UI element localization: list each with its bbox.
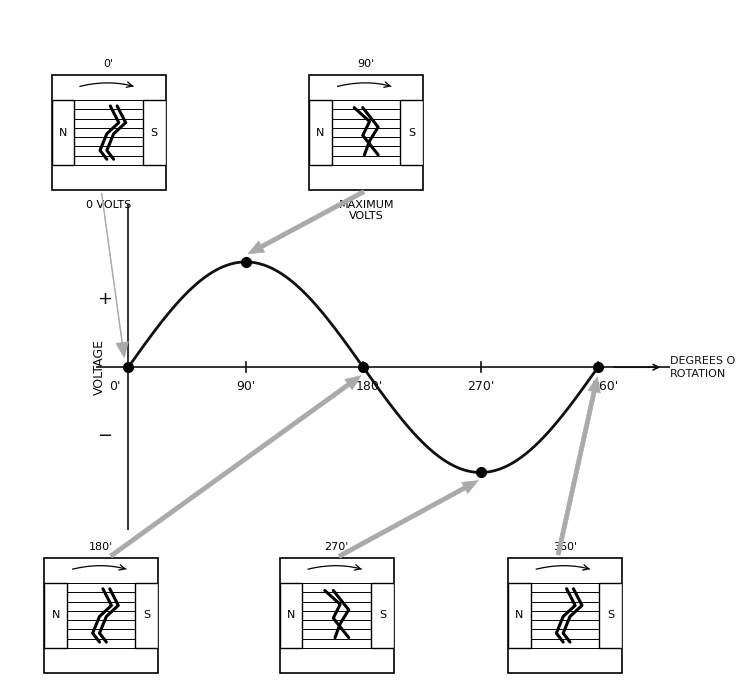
Text: 90': 90' xyxy=(358,59,375,69)
Text: DEGREES OF
ROTATION: DEGREES OF ROTATION xyxy=(670,356,736,379)
Text: S: S xyxy=(379,611,386,620)
Text: N: N xyxy=(287,611,295,620)
Text: S: S xyxy=(408,128,415,137)
Bar xyxy=(143,100,166,165)
Text: N: N xyxy=(316,128,325,137)
Text: N: N xyxy=(52,611,60,620)
Text: S: S xyxy=(151,128,158,137)
Bar xyxy=(309,100,332,165)
Bar xyxy=(44,583,67,648)
Text: 180': 180' xyxy=(89,542,113,551)
Text: −: − xyxy=(97,426,113,445)
Text: 0 VOLTS: 0 VOLTS xyxy=(86,200,131,209)
Bar xyxy=(508,583,531,648)
Bar xyxy=(135,583,158,648)
Text: 180': 180' xyxy=(356,380,383,393)
Text: 360': 360' xyxy=(591,380,618,393)
Text: VOLTAGE: VOLTAGE xyxy=(93,339,106,395)
Text: 0': 0' xyxy=(110,380,121,393)
Text: N: N xyxy=(59,128,67,137)
Text: MAXIMUM
VOLTS: MAXIMUM VOLTS xyxy=(339,200,394,221)
Text: S: S xyxy=(607,611,614,620)
Bar xyxy=(280,583,302,648)
Text: 0': 0' xyxy=(104,59,113,69)
Text: 360': 360' xyxy=(553,542,577,551)
Bar xyxy=(599,583,622,648)
Text: 270': 270' xyxy=(325,542,349,551)
Bar xyxy=(371,583,394,648)
Text: S: S xyxy=(144,611,150,620)
Bar xyxy=(400,100,423,165)
Text: N: N xyxy=(515,611,523,620)
Text: +: + xyxy=(97,290,113,308)
Text: 270': 270' xyxy=(467,380,495,393)
Text: 90': 90' xyxy=(236,380,255,393)
Bar xyxy=(52,100,74,165)
